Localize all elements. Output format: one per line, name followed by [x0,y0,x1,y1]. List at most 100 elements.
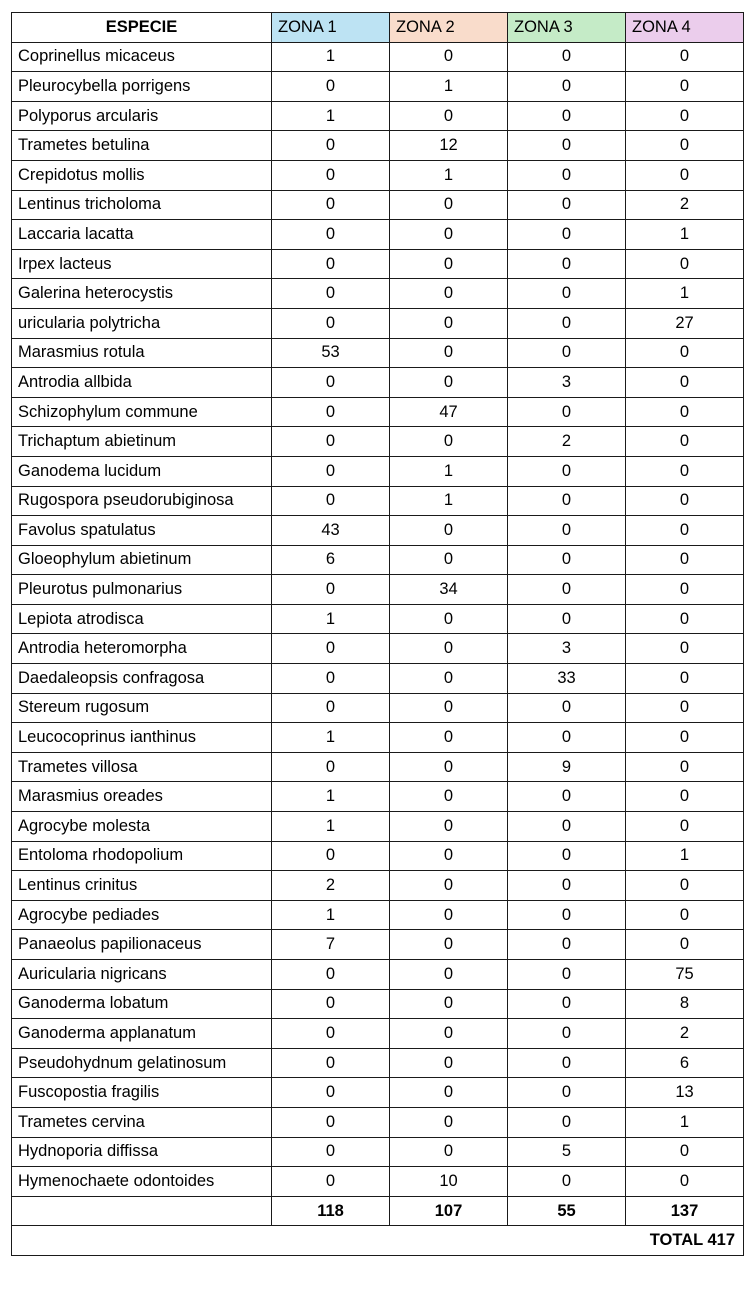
zone-2-count: 0 [389,811,508,842]
zone-4-count: 1 [625,278,744,309]
table-row: Lentinus tricholoma 0 0 0 2 [11,189,744,221]
species-name: Gloeophylum abietinum [11,544,272,576]
zone-4-count: 0 [625,1136,744,1168]
species-name: Auricularia nigricans [11,959,272,990]
species-name: Ganoderma lobatum [11,988,272,1020]
zone-4-count: 2 [625,189,744,221]
zone-1-count: 2 [271,870,390,901]
zone-2-count: 0 [389,988,508,1020]
zone-4-count: 1 [625,1106,744,1138]
zone-2-count: 0 [389,1136,508,1168]
table-row: Trametes betulina 0 12 0 0 [11,130,744,161]
zone-2-count: 0 [389,929,508,960]
zone-3-count: 0 [507,515,626,546]
zone-1-count: 1 [271,603,390,635]
grand-total: TOTAL 417 [11,1225,744,1256]
table-row: Polyporus arcularis 1 0 0 0 [11,100,744,132]
zone-2-count: 0 [389,1106,508,1138]
species-name: Antrodia allbida [11,367,272,398]
species-name: Pseudohydnum gelatinosum [11,1047,272,1079]
zone-1-count: 0 [271,988,390,1020]
species-column-header: ESPECIE [11,12,272,43]
table-row: Trichaptum abietinum 0 0 2 0 [11,426,744,457]
zone-2-count: 0 [389,722,508,753]
zone-2-count: 12 [389,130,508,161]
table-row: Hymenochaete odontoides 0 10 0 0 [11,1166,744,1197]
zone-2-count: 1 [389,455,508,487]
zone-3-count: 0 [507,1077,626,1108]
table-row: Fuscopostia fragilis 0 0 0 13 [11,1077,744,1108]
zone-3-total: 55 [507,1195,626,1227]
zone-3-count: 0 [507,159,626,191]
zone-1-count: 0 [271,219,390,250]
zone-3-count: 0 [507,870,626,901]
totals-row: 118 107 55 137 [11,1195,744,1227]
zone-2-count: 10 [389,1166,508,1197]
table-row: Daedaleopsis confragosa 0 0 33 0 [11,663,744,694]
zone-4-count: 0 [625,485,744,517]
zone-2-count: 0 [389,840,508,872]
zone-4-count: 0 [625,100,744,132]
zone-2-count: 0 [389,219,508,250]
zone-4-count: 0 [625,544,744,576]
zone-1-total: 118 [271,1195,390,1227]
zone-4-count: 0 [625,426,744,457]
zone-4-count: 27 [625,307,744,339]
zone-2-count: 47 [389,396,508,428]
zone-4-count: 6 [625,1047,744,1079]
zone-4-count: 0 [625,603,744,635]
table-row: Trametes cervina 0 0 0 1 [11,1106,744,1138]
species-name: Rugospora pseudorubiginosa [11,485,272,517]
zone-1-count: 1 [271,811,390,842]
zone-4-count: 0 [625,159,744,191]
zone-2-header: ZONA 2 [389,12,508,43]
zone-4-count: 0 [625,515,744,546]
zone-4-count: 0 [625,130,744,161]
table-row: Ganoderma lobatum 0 0 0 8 [11,988,744,1020]
species-name: Trametes villosa [11,751,272,783]
zone-1-count: 1 [271,100,390,132]
table-row: Antrodia heteromorpha 0 0 3 0 [11,633,744,665]
table-row: Galerina heterocystis 0 0 0 1 [11,278,744,309]
zone-2-count: 0 [389,367,508,398]
table-row: Ganodema lucidum 0 1 0 0 [11,455,744,487]
table-row: Irpex lacteus 0 0 0 0 [11,248,744,280]
zone-2-count: 0 [389,248,508,280]
grand-total-row: TOTAL 417 [11,1225,744,1256]
zone-1-count: 0 [271,248,390,280]
zone-4-count: 0 [625,1166,744,1197]
zone-3-count: 0 [507,574,626,605]
species-zone-table: ESPECIE ZONA 1 ZONA 2 ZONA 3 ZONA 4 Copr… [11,12,744,1256]
zone-2-count: 0 [389,1018,508,1049]
zone-1-count: 0 [271,751,390,783]
species-name: Galerina heterocystis [11,278,272,309]
zone-4-count: 8 [625,988,744,1020]
header-row: ESPECIE ZONA 1 ZONA 2 ZONA 3 ZONA 4 [11,12,744,43]
species-name: Trichaptum abietinum [11,426,272,457]
zone-3-count: 0 [507,71,626,102]
zone-4-total: 137 [625,1195,744,1227]
species-name: Laccaria lacatta [11,219,272,250]
zone-1-count: 0 [271,455,390,487]
zone-4-count: 1 [625,219,744,250]
species-name: Trametes betulina [11,130,272,161]
zone-3-count: 3 [507,633,626,665]
zone-2-count: 0 [389,663,508,694]
zone-3-count: 0 [507,1047,626,1079]
table-row: Agrocybe molesta 1 0 0 0 [11,811,744,842]
species-name: Marasmius oreades [11,781,272,813]
zone-3-count: 0 [507,189,626,221]
zone-1-count: 1 [271,899,390,931]
zone-3-count: 0 [507,899,626,931]
species-name: Polyporus arcularis [11,100,272,132]
zone-3-count: 5 [507,1136,626,1168]
zone-2-count: 0 [389,278,508,309]
zone-4-count: 0 [625,899,744,931]
zone-3-count: 0 [507,248,626,280]
zone-2-count: 0 [389,307,508,339]
zone-3-count: 0 [507,722,626,753]
zone-4-count: 0 [625,722,744,753]
zone-1-count: 0 [271,692,390,724]
zone-1-count: 1 [271,41,390,73]
zone-1-count: 0 [271,130,390,161]
